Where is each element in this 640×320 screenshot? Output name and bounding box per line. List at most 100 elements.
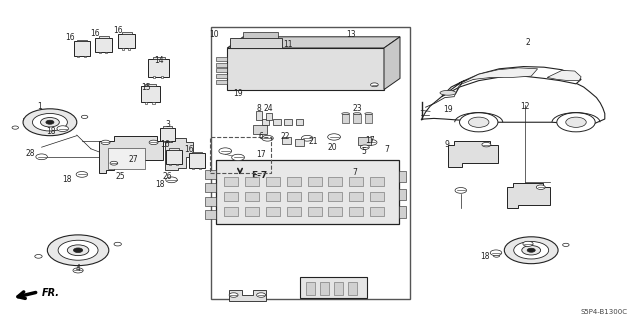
Bar bbox=[216, 80, 227, 84]
Circle shape bbox=[81, 115, 88, 118]
Circle shape bbox=[557, 113, 595, 132]
Circle shape bbox=[219, 148, 232, 154]
Text: 11: 11 bbox=[284, 40, 292, 49]
Circle shape bbox=[47, 235, 109, 266]
Bar bbox=[284, 119, 292, 125]
Bar bbox=[266, 177, 280, 186]
Text: S5P4-B1300C: S5P4-B1300C bbox=[580, 309, 627, 315]
Bar bbox=[163, 141, 165, 142]
Circle shape bbox=[455, 188, 467, 193]
Bar bbox=[95, 38, 112, 52]
Bar bbox=[74, 41, 90, 56]
Text: 21: 21 bbox=[309, 137, 318, 146]
Bar bbox=[224, 192, 238, 201]
Text: 16: 16 bbox=[90, 29, 100, 38]
Bar bbox=[328, 192, 342, 201]
Text: 18: 18 bbox=[481, 252, 490, 261]
Bar bbox=[295, 139, 304, 146]
Ellipse shape bbox=[440, 91, 456, 95]
Bar bbox=[287, 207, 301, 216]
Bar bbox=[99, 36, 109, 38]
Text: 22: 22 bbox=[280, 132, 289, 140]
Text: 18: 18 bbox=[47, 127, 56, 136]
Bar bbox=[349, 207, 364, 216]
Circle shape bbox=[232, 154, 244, 161]
Circle shape bbox=[76, 172, 88, 177]
Polygon shape bbox=[442, 67, 581, 97]
Bar bbox=[287, 177, 301, 186]
Bar bbox=[205, 183, 216, 192]
Bar bbox=[108, 148, 145, 169]
Text: 13: 13 bbox=[346, 30, 356, 39]
Bar bbox=[328, 207, 342, 216]
Circle shape bbox=[527, 248, 535, 252]
Text: 23: 23 bbox=[352, 104, 362, 113]
Text: 18: 18 bbox=[156, 180, 164, 189]
Circle shape bbox=[536, 185, 545, 189]
Circle shape bbox=[110, 161, 118, 165]
Bar bbox=[370, 207, 384, 216]
Bar bbox=[192, 168, 194, 169]
Text: E-7: E-7 bbox=[251, 171, 267, 180]
Text: 17: 17 bbox=[256, 150, 266, 159]
Bar bbox=[245, 207, 259, 216]
Bar bbox=[160, 128, 175, 141]
Text: 6: 6 bbox=[259, 132, 264, 141]
Circle shape bbox=[566, 117, 586, 127]
Circle shape bbox=[114, 242, 122, 246]
Bar bbox=[161, 76, 163, 78]
Text: 8: 8 bbox=[257, 104, 262, 113]
Bar bbox=[256, 111, 262, 120]
Bar bbox=[296, 119, 303, 125]
Circle shape bbox=[58, 240, 98, 260]
Bar bbox=[199, 168, 201, 169]
Polygon shape bbox=[454, 68, 538, 96]
Bar bbox=[216, 63, 227, 67]
Text: 1: 1 bbox=[37, 102, 42, 111]
Ellipse shape bbox=[342, 113, 349, 115]
Circle shape bbox=[74, 248, 83, 252]
Bar bbox=[122, 48, 124, 50]
Bar bbox=[243, 32, 278, 38]
Text: 12: 12 bbox=[520, 102, 529, 111]
Circle shape bbox=[522, 245, 541, 255]
Bar bbox=[216, 57, 227, 61]
Bar bbox=[266, 192, 280, 201]
Text: 16: 16 bbox=[184, 145, 194, 154]
Circle shape bbox=[360, 145, 369, 149]
Bar bbox=[370, 192, 384, 201]
Bar bbox=[99, 52, 100, 53]
Text: 26: 26 bbox=[163, 172, 173, 181]
Bar bbox=[287, 192, 301, 201]
Bar bbox=[308, 192, 322, 201]
Bar bbox=[141, 86, 160, 102]
Text: 18: 18 bbox=[63, 175, 72, 184]
Circle shape bbox=[257, 293, 266, 297]
Bar bbox=[205, 197, 216, 206]
Bar bbox=[169, 164, 171, 165]
Circle shape bbox=[166, 177, 177, 183]
Polygon shape bbox=[448, 141, 498, 167]
Circle shape bbox=[12, 126, 19, 129]
Bar bbox=[106, 52, 108, 53]
Bar bbox=[227, 48, 384, 90]
Text: 4: 4 bbox=[76, 264, 81, 273]
Bar bbox=[308, 207, 322, 216]
Bar bbox=[358, 137, 371, 145]
Circle shape bbox=[46, 120, 54, 124]
Ellipse shape bbox=[353, 113, 361, 115]
Bar bbox=[176, 164, 178, 165]
Bar bbox=[273, 119, 281, 125]
Bar bbox=[77, 56, 79, 57]
Circle shape bbox=[482, 142, 491, 147]
Circle shape bbox=[33, 114, 67, 131]
Bar bbox=[306, 282, 315, 295]
Bar bbox=[266, 207, 280, 216]
Bar bbox=[266, 113, 272, 120]
Bar bbox=[399, 171, 406, 182]
Bar bbox=[349, 192, 364, 201]
Bar bbox=[163, 126, 172, 128]
Bar bbox=[122, 32, 132, 34]
Bar bbox=[245, 177, 259, 186]
Circle shape bbox=[35, 254, 42, 258]
